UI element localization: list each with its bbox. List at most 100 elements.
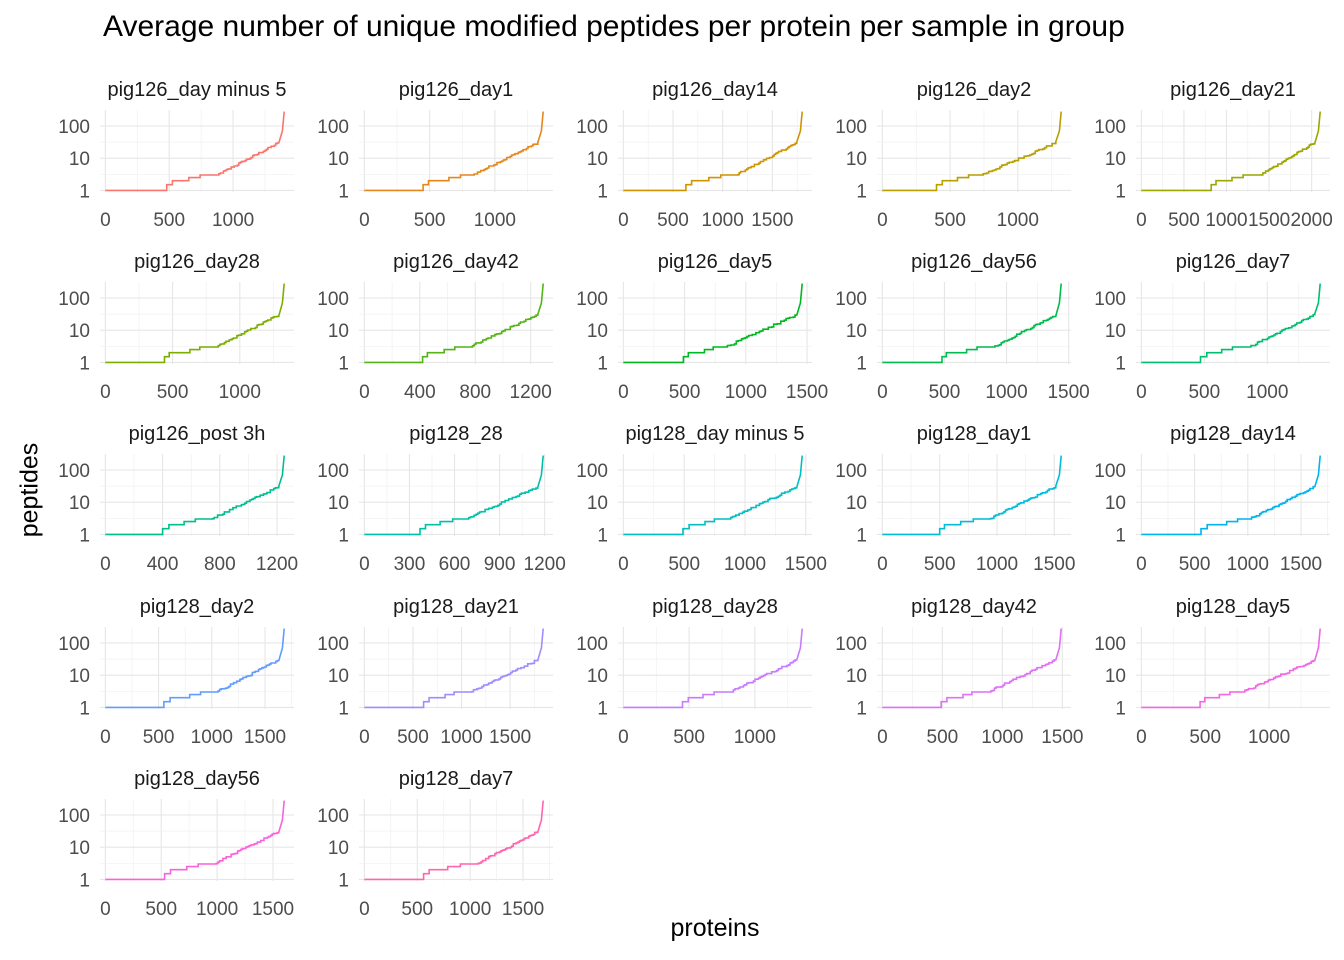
x-tick-label: 1000 [1248,727,1290,748]
y-tick-label: 100 [1094,289,1126,310]
series-line-pig126-day14 [623,111,803,192]
y-tick-label: 10 [69,493,90,514]
y-tick-label: 100 [317,289,349,310]
y-tick-label: 100 [835,117,867,138]
x-tick-label: 1500 [1041,727,1083,748]
x-tick-label: 0 [100,210,111,231]
facet-strip-label: pig128_day56 [134,768,260,790]
x-tick-label: 1000 [976,554,1018,575]
x-tick-label: 0 [1136,727,1147,748]
facet-strip-label: pig128_day14 [1170,423,1296,445]
x-tick-label: 1000 [196,899,238,920]
series-line-pig126-day-minus-5 [105,111,285,192]
facet-strip-label: pig128_day21 [393,596,519,618]
facet-panel-pig126-day42: pig126_day42 1 10 100 0 400 800 1200 [317,251,553,403]
y-tick-label: 10 [1105,149,1126,170]
y-tick-label: 100 [1094,117,1126,138]
y-tick-label: 10 [69,321,90,342]
y-tick-label: 1 [338,698,349,719]
facet-panel-pig126-post-3h: pig126_post 3h 1 10 100 0 400 800 1200 [58,423,298,575]
series-line-pig128-day21 [364,628,544,709]
x-tick-label: 0 [877,727,888,748]
y-tick-label: 10 [328,149,349,170]
y-tick-label: 100 [576,117,608,138]
x-tick-label: 1500 [1248,210,1290,231]
facet-strip-label: pig128_day28 [652,596,778,618]
series-line-pig128-day7 [364,800,544,881]
facet-strip-label: pig128_28 [409,423,502,445]
facet-strip-label: pig126_day5 [658,251,773,273]
series-line-pig126-day42 [364,283,544,364]
y-tick-label: 10 [587,493,608,514]
y-tick-label: 1 [597,353,608,374]
facet-strip-label: pig126_post 3h [129,423,266,445]
x-tick-label: 1000 [981,727,1023,748]
y-tick-label: 10 [69,838,90,859]
y-tick-label: 1 [338,870,349,891]
y-tick-label: 1 [856,181,867,202]
chart-title: Average number of unique modified peptid… [103,10,1125,43]
x-tick-label: 500 [145,899,177,920]
y-tick-label: 10 [587,321,608,342]
x-tick-label: 0 [618,382,629,403]
x-tick-label: 500 [157,382,189,403]
x-tick-label: 1000 [725,382,767,403]
series-line-pig128-day42 [882,628,1062,709]
x-tick-label: 1500 [252,899,294,920]
x-tick-label: 500 [673,727,705,748]
y-tick-label: 1 [79,870,90,891]
y-tick-label: 1 [597,181,608,202]
facet-strip-label: pig128_day7 [399,768,514,790]
y-tick-label: 10 [328,321,349,342]
y-tick-label: 10 [846,493,867,514]
y-tick-label: 1 [79,698,90,719]
series-line-pig126-day7 [1141,283,1321,364]
x-tick-label: 1500 [786,382,828,403]
y-tick-label: 100 [317,117,349,138]
y-tick-label: 100 [1094,461,1126,482]
series-line-pig128-day2 [105,628,285,709]
x-tick-label: 1000 [702,210,744,231]
y-tick-label: 10 [846,321,867,342]
x-tick-label: 0 [618,554,629,575]
x-tick-label: 0 [1136,210,1147,231]
y-tick-label: 10 [1105,666,1126,687]
y-tick-label: 1 [856,353,867,374]
y-tick-label: 100 [576,289,608,310]
y-tick-label: 1 [1115,525,1126,546]
y-tick-label: 1 [79,525,90,546]
facet-strip-label: pig126_day1 [399,79,514,101]
x-tick-label: 1000 [1205,210,1247,231]
x-tick-label: 2000 [1291,210,1333,231]
x-tick-label: 1500 [1280,554,1322,575]
y-tick-label: 100 [58,806,90,827]
x-tick-label: 500 [143,727,175,748]
y-axis-label: peptides [15,442,44,538]
x-tick-label: 500 [669,382,701,403]
x-tick-label: 400 [404,382,436,403]
y-tick-label: 1 [1115,353,1126,374]
y-tick-label: 1 [1115,181,1126,202]
x-tick-label: 0 [1136,382,1147,403]
facet-strip-label: pig128_day minus 5 [625,423,804,445]
facet-strip-label: pig126_day42 [393,251,519,273]
y-tick-label: 1 [856,525,867,546]
y-tick-label: 100 [1094,634,1126,655]
x-tick-label: 1000 [724,554,766,575]
x-tick-label: 900 [484,554,516,575]
y-tick-label: 10 [328,666,349,687]
y-tick-label: 1 [79,353,90,374]
series-line-pig128-28 [364,455,544,536]
x-tick-label: 600 [439,554,471,575]
y-tick-label: 1 [338,181,349,202]
x-tick-label: 0 [359,554,370,575]
y-tick-label: 1 [1115,698,1126,719]
